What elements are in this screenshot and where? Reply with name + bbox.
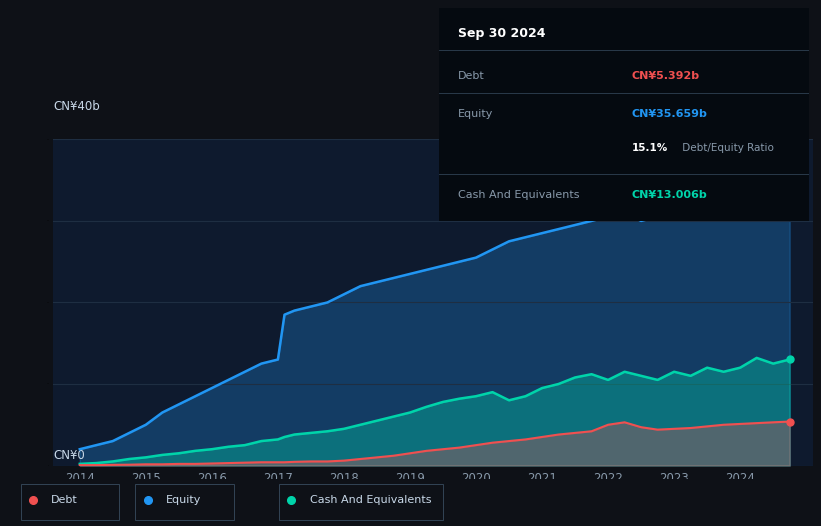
Text: Debt: Debt	[51, 495, 78, 505]
Text: CN¥40b: CN¥40b	[53, 100, 100, 113]
Text: Sep 30 2024: Sep 30 2024	[458, 27, 545, 40]
Text: Debt/Equity Ratio: Debt/Equity Ratio	[680, 144, 774, 154]
Text: Cash And Equivalents: Cash And Equivalents	[310, 495, 431, 505]
Text: CN¥0: CN¥0	[53, 449, 85, 462]
Text: CN¥5.392b: CN¥5.392b	[631, 71, 699, 81]
Text: Equity: Equity	[458, 109, 493, 119]
Text: 15.1%: 15.1%	[631, 144, 667, 154]
Text: Equity: Equity	[166, 495, 201, 505]
Text: CN¥35.659b: CN¥35.659b	[631, 109, 707, 119]
Text: Debt: Debt	[458, 71, 484, 81]
Text: CN¥13.006b: CN¥13.006b	[631, 190, 707, 200]
Text: Cash And Equivalents: Cash And Equivalents	[458, 190, 579, 200]
